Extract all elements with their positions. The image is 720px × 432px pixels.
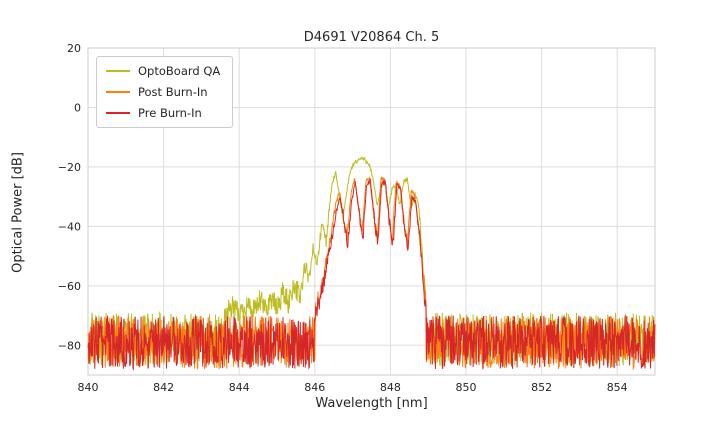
x-tick-label: 842 bbox=[153, 381, 174, 394]
legend-line-swatch bbox=[106, 70, 130, 72]
legend-label: Post Burn-In bbox=[138, 85, 208, 99]
x-axis-label: Wavelength [nm] bbox=[315, 396, 428, 411]
legend-label: Pre Burn-In bbox=[138, 106, 202, 120]
legend-label: OptoBoard QA bbox=[138, 64, 221, 78]
x-tick-label: 844 bbox=[229, 381, 250, 394]
legend-line-swatch bbox=[106, 112, 130, 114]
y-tick-label: −80 bbox=[58, 339, 81, 352]
y-tick-label: 0 bbox=[74, 101, 81, 114]
legend-item-pre-burn-in: Pre Burn-In bbox=[106, 106, 220, 120]
x-tick-label: 846 bbox=[304, 381, 325, 394]
x-tick-label: 852 bbox=[531, 381, 552, 394]
y-tick-label: −40 bbox=[58, 220, 81, 233]
x-tick-label: 840 bbox=[78, 381, 99, 394]
series-line-pre-burn-in bbox=[87, 178, 656, 371]
legend-line-swatch bbox=[106, 91, 130, 93]
y-tick-label: −20 bbox=[58, 161, 81, 174]
plot-border bbox=[87, 47, 656, 376]
y-axis-label: Optical Power [dB] bbox=[10, 152, 26, 273]
legend: OptoBoard QA Post Burn-In Pre Burn-In bbox=[96, 56, 234, 128]
chart-title: D4691 V20864 Ch. 5 bbox=[303, 30, 440, 45]
x-tick-label: 854 bbox=[607, 381, 628, 394]
y-tick-label: 20 bbox=[67, 42, 81, 55]
y-tick-label: −60 bbox=[58, 280, 81, 293]
legend-item-post-burn-in: Post Burn-In bbox=[106, 85, 220, 99]
x-tick-label: 850 bbox=[456, 381, 477, 394]
x-tick-label: 848 bbox=[380, 381, 401, 394]
legend-item-optoboard-qa: OptoBoard QA bbox=[106, 64, 220, 78]
